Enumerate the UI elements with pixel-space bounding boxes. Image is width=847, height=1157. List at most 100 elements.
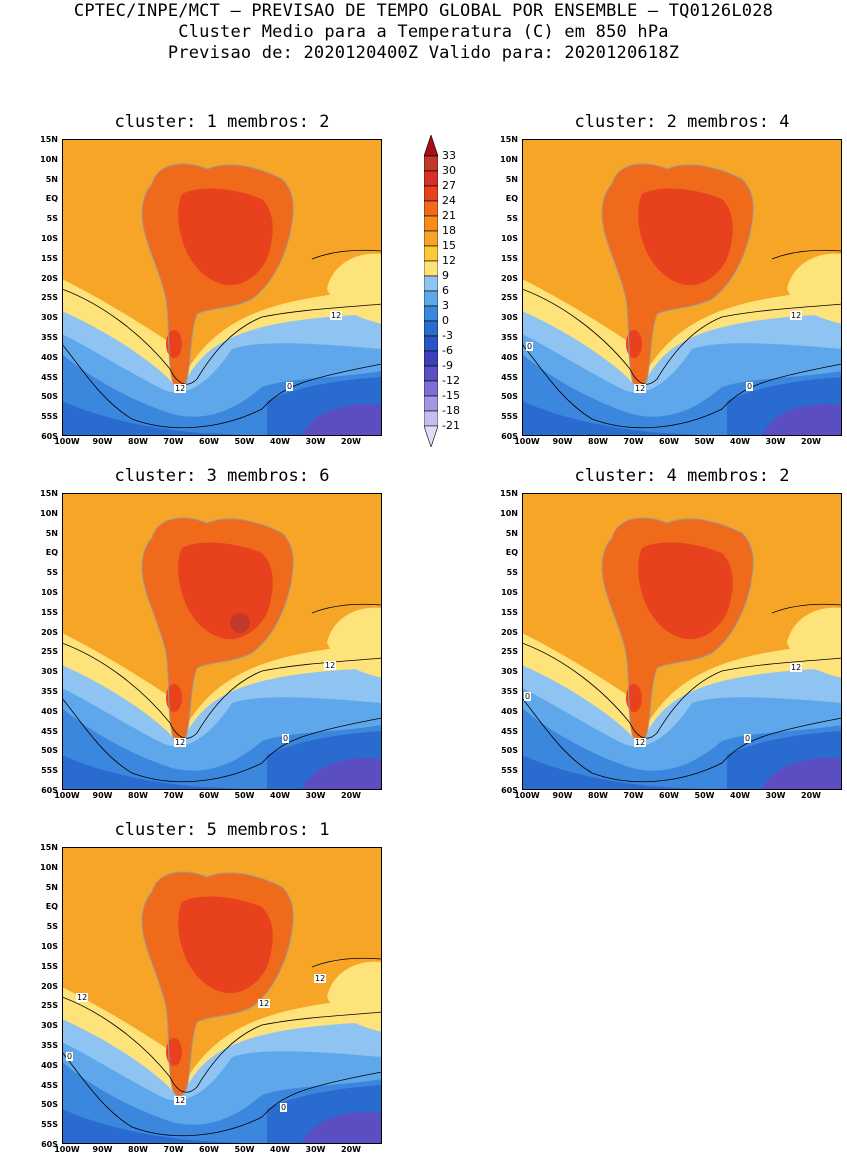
latitude-label: 30S <box>501 313 518 323</box>
longitude-label: 60W <box>659 437 679 446</box>
contour-label: 12 <box>76 993 89 1002</box>
longitude-label: 50W <box>234 791 255 800</box>
latitude-label: 55S <box>41 412 58 422</box>
colorbar-label: 6 <box>442 284 449 297</box>
latitude-label: 45S <box>501 726 518 736</box>
latitude-label: 15S <box>501 607 518 617</box>
latitude-label: 5N <box>45 528 58 538</box>
latitude-label: 10N <box>500 508 518 518</box>
contour-label: 0 <box>286 382 294 391</box>
colorbar-label: -15 <box>442 389 460 402</box>
panel-title: cluster: 2 membros: 4 <box>574 112 790 132</box>
longitude-label: 50W <box>234 437 255 446</box>
latitude-label: 5S <box>46 568 58 578</box>
latitude-label: 60S <box>501 786 518 795</box>
latitude-label: 50S <box>501 392 518 402</box>
latitude-label: 35S <box>501 687 518 696</box>
colorbar-swatch <box>424 245 438 262</box>
latitude-label: 40S <box>41 1060 58 1070</box>
longitude-label: 50W <box>694 791 715 800</box>
colorbar-label: 24 <box>442 194 456 207</box>
latitude-label: 10N <box>40 508 58 518</box>
latitude-label: 40S <box>41 706 58 716</box>
longitude-label: 90W <box>552 437 573 446</box>
latitude-label: 55S <box>501 766 518 776</box>
latitude-label: 40S <box>501 706 518 716</box>
longitude-label: 100W <box>54 437 80 446</box>
longitude-label: 50W <box>234 1145 255 1154</box>
longitude-label: 80W <box>128 1145 148 1154</box>
temperature-field <box>62 493 382 790</box>
latitude-label: 55S <box>41 766 58 776</box>
contour-label: 0 <box>66 1052 74 1061</box>
longitude-label: 80W <box>128 791 148 800</box>
latitude-label: 30S <box>41 667 58 677</box>
longitude-label: 70W <box>623 437 644 446</box>
latitude-label: 10S <box>501 234 518 243</box>
colorbar-label: -21 <box>442 419 460 432</box>
colorbar-swatch <box>424 260 438 277</box>
contour-label: 12 <box>174 384 187 393</box>
latitude-label: 10N <box>40 154 58 164</box>
contour-label: 12 <box>330 311 343 320</box>
contour-lines <box>522 603 842 783</box>
latitude-label: 35S <box>41 1041 58 1050</box>
longitude-label: 60W <box>199 1145 219 1154</box>
longitude-label: 40W <box>270 791 290 800</box>
longitude-label: 40W <box>730 437 750 446</box>
colorbar-label: -12 <box>442 374 460 387</box>
latitude-label: 20S <box>41 627 58 637</box>
longitude-label: 90W <box>92 791 113 800</box>
temperature-colorbar: 33 30 27 24 21 18 15 12 9 6 3 0 -3 -6 -9 -12 -15 -18 -21 <box>424 135 474 447</box>
latitude-label: 15N <box>40 843 58 852</box>
colorbar-label: -6 <box>442 344 453 357</box>
temperature-map <box>522 493 842 790</box>
latitude-label: 15N <box>40 489 58 498</box>
contour-label: 0 <box>746 382 754 391</box>
latitude-label: 30S <box>41 313 58 323</box>
colorbar-swatch <box>424 380 438 397</box>
contour-label: 12 <box>324 661 337 670</box>
panel-title: cluster: 1 membros: 2 <box>114 112 330 132</box>
latitude-label: 40S <box>501 352 518 362</box>
latitude-label: 25S <box>41 1001 58 1011</box>
contour-lines <box>62 957 382 1137</box>
latitude-label: 15N <box>40 135 58 144</box>
latitude-label: 50S <box>41 746 58 756</box>
longitude-label: 20W <box>801 791 821 800</box>
latitude-label: 25S <box>501 647 518 657</box>
longitude-label: 20W <box>801 437 821 446</box>
colorbar-swatch <box>424 335 438 352</box>
colorbar-swatch <box>424 185 438 202</box>
panel-title: cluster: 4 membros: 2 <box>574 466 790 486</box>
colorbar-label: 15 <box>442 239 456 252</box>
latitude-label: 40S <box>41 352 58 362</box>
contour-label: 12 <box>634 738 647 747</box>
longitude-label: 20W <box>341 791 361 800</box>
temperature-map <box>522 139 842 436</box>
temperature-field <box>522 139 842 436</box>
latitude-label: 45S <box>41 726 58 736</box>
colorbar-label: 12 <box>442 254 456 267</box>
longitude-label: 20W <box>341 1145 361 1154</box>
contour-label: 0 <box>526 342 534 351</box>
colorbar-label: -9 <box>442 359 453 372</box>
latitude-label: 25S <box>41 647 58 657</box>
latitude-label: 15S <box>41 253 58 263</box>
latitude-label: 25S <box>41 293 58 303</box>
colorbar-label: 18 <box>442 224 456 237</box>
latitude-label: 5S <box>46 922 58 932</box>
longitude-label: 30W <box>765 791 786 800</box>
contour-label: 12 <box>174 1096 187 1105</box>
colorbar-label: 27 <box>442 179 456 192</box>
longitude-label: 70W <box>163 791 184 800</box>
latitude-label: 10S <box>41 588 58 597</box>
colorbar-swatch <box>424 215 438 232</box>
colorbar-swatch <box>424 395 438 412</box>
longitude-label: 70W <box>163 437 184 446</box>
longitude-label: 80W <box>128 437 148 446</box>
colorbar-swatch <box>424 320 438 337</box>
longitude-label: 50W <box>694 437 715 446</box>
temperature-map <box>62 139 382 436</box>
longitude-label: 80W <box>588 791 608 800</box>
